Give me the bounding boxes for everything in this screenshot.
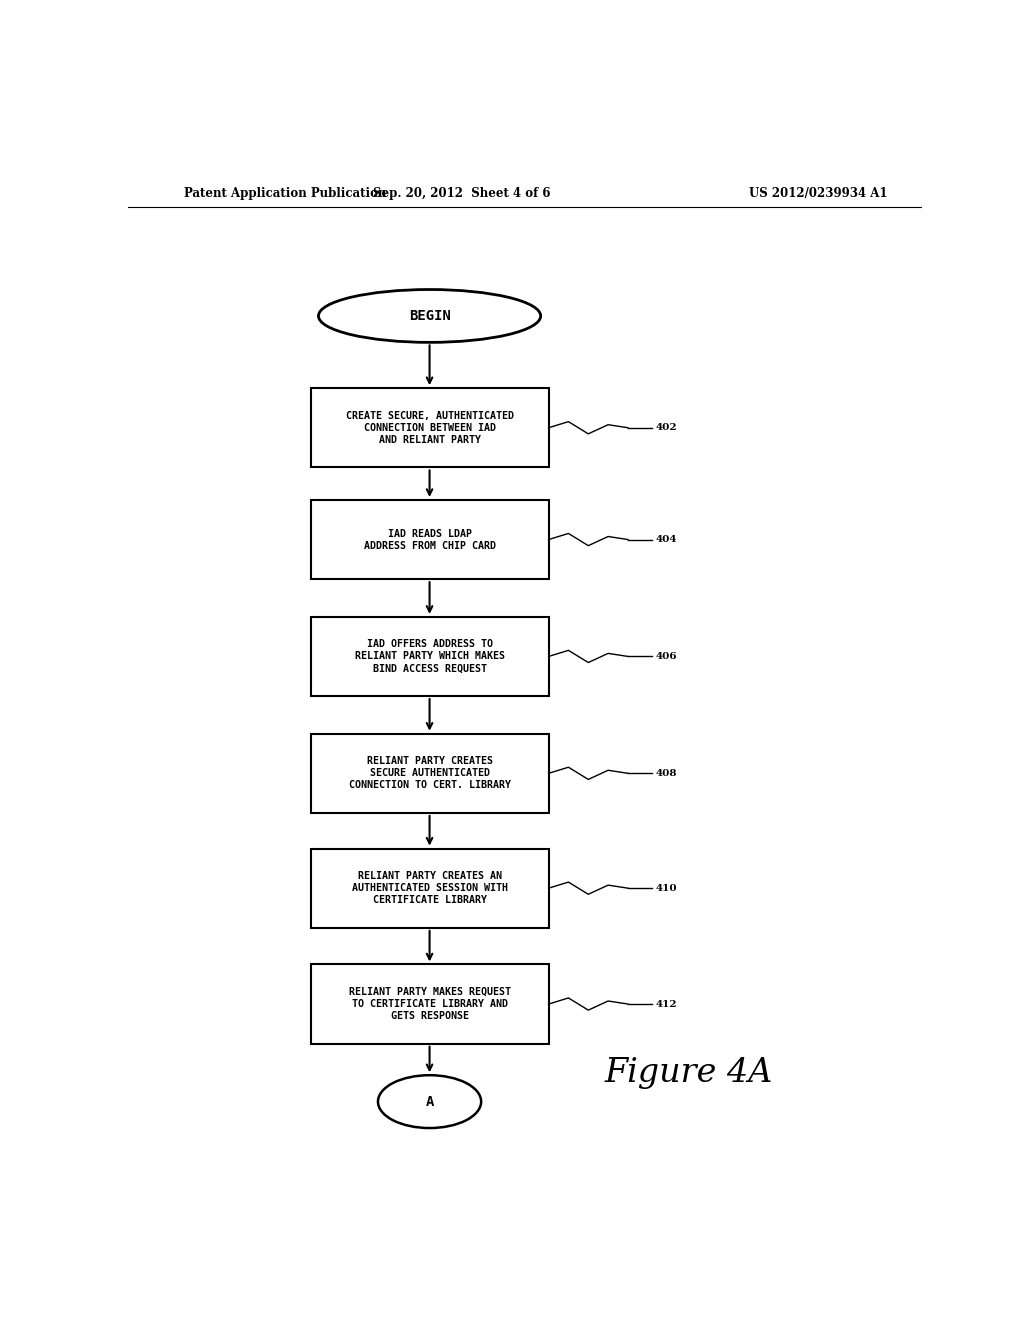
Text: Figure 4A: Figure 4A <box>604 1057 772 1089</box>
Text: 406: 406 <box>655 652 677 661</box>
Text: IAD OFFERS ADDRESS TO
RELIANT PARTY WHICH MAKES
BIND ACCESS REQUEST: IAD OFFERS ADDRESS TO RELIANT PARTY WHIC… <box>354 639 505 673</box>
Ellipse shape <box>378 1076 481 1129</box>
Text: 408: 408 <box>655 768 677 777</box>
Text: A: A <box>425 1094 434 1109</box>
FancyBboxPatch shape <box>310 388 549 467</box>
Text: Patent Application Publication: Patent Application Publication <box>183 187 386 201</box>
Text: 412: 412 <box>655 999 677 1008</box>
Ellipse shape <box>318 289 541 342</box>
Text: 402: 402 <box>655 424 677 432</box>
Text: RELIANT PARTY CREATES AN
AUTHENTICATED SESSION WITH
CERTIFICATE LIBRARY: RELIANT PARTY CREATES AN AUTHENTICATED S… <box>351 871 508 906</box>
FancyBboxPatch shape <box>310 849 549 928</box>
Text: 410: 410 <box>655 883 677 892</box>
Text: RELIANT PARTY CREATES
SECURE AUTHENTICATED
CONNECTION TO CERT. LIBRARY: RELIANT PARTY CREATES SECURE AUTHENTICAT… <box>348 756 511 791</box>
FancyBboxPatch shape <box>310 965 549 1044</box>
FancyBboxPatch shape <box>310 616 549 696</box>
Text: Sep. 20, 2012  Sheet 4 of 6: Sep. 20, 2012 Sheet 4 of 6 <box>373 187 550 201</box>
FancyBboxPatch shape <box>310 734 549 813</box>
Text: IAD READS LDAP
ADDRESS FROM CHIP CARD: IAD READS LDAP ADDRESS FROM CHIP CARD <box>364 528 496 550</box>
Text: CREATE SECURE, AUTHENTICATED
CONNECTION BETWEEN IAD
AND RELIANT PARTY: CREATE SECURE, AUTHENTICATED CONNECTION … <box>345 411 514 445</box>
Text: BEGIN: BEGIN <box>409 309 451 323</box>
Text: RELIANT PARTY MAKES REQUEST
TO CERTIFICATE LIBRARY AND
GETS RESPONSE: RELIANT PARTY MAKES REQUEST TO CERTIFICA… <box>348 987 511 1022</box>
Text: 404: 404 <box>655 535 677 544</box>
Text: US 2012/0239934 A1: US 2012/0239934 A1 <box>750 187 888 201</box>
FancyBboxPatch shape <box>310 500 549 579</box>
